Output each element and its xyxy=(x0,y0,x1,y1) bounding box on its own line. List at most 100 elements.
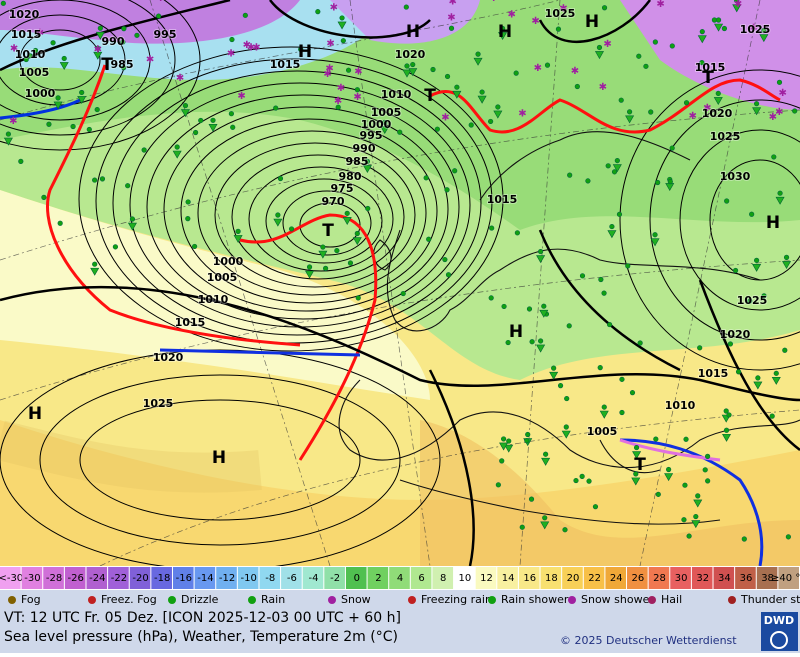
valid-time: VT: 12 UTC Fr. 05 Dez. [ICON 2025-12-03 … xyxy=(4,610,401,626)
rain-symbol xyxy=(134,32,140,38)
rain-symbol xyxy=(364,158,370,164)
rain-symbol xyxy=(442,256,448,263)
shower-symbol xyxy=(753,381,763,390)
scale-label: 24 xyxy=(610,573,623,584)
snow-symbol: ✱ xyxy=(571,66,579,77)
shower-symbol xyxy=(752,107,762,116)
weather-legend: Fog Freez. Fog Drizzle Rain Snow Freezing rai… xyxy=(8,593,800,606)
rain-symbol xyxy=(749,211,755,217)
shower-symbol xyxy=(612,164,622,173)
scale-cell xyxy=(540,567,562,589)
rain-symbol xyxy=(652,39,658,45)
rain-symbol xyxy=(753,101,760,107)
snow-symbol: ✱ xyxy=(599,82,607,93)
rain-symbol xyxy=(586,478,592,484)
legend-label: Thunder storm xyxy=(740,593,800,606)
rain-symbol xyxy=(614,157,620,164)
scale-label: -16 xyxy=(176,573,192,584)
shower-symbol xyxy=(691,520,701,529)
rain-symbol xyxy=(95,45,101,51)
shower-symbol xyxy=(362,165,372,173)
shower-symbol xyxy=(90,267,100,276)
legend-symbol xyxy=(248,596,256,604)
isobar xyxy=(299,202,361,248)
scale-cell xyxy=(324,567,345,589)
rain-symbol xyxy=(592,504,599,510)
isobar xyxy=(39,374,401,546)
rain-symbol xyxy=(182,102,189,109)
rain-symbol xyxy=(235,228,241,234)
snow-symbol: ✱ xyxy=(337,83,345,94)
snow-symbol: ✱ xyxy=(448,0,456,7)
snow-symbol: ✱ xyxy=(247,43,255,54)
legend-label: Snow shower xyxy=(581,593,654,606)
isobar-label: 1005 xyxy=(587,425,618,438)
rain-symbol xyxy=(611,169,618,175)
rain-symbol xyxy=(567,172,573,178)
rain-symbol xyxy=(468,122,474,128)
shower-symbol xyxy=(180,109,190,118)
shower-symbol xyxy=(549,371,559,380)
shower-symbol xyxy=(452,90,462,99)
rain-symbol xyxy=(771,154,777,160)
legend-symbol xyxy=(488,596,496,604)
scale-label: 6 xyxy=(418,573,424,584)
legend-label: Rain shower xyxy=(501,593,569,606)
scale-label: 4 xyxy=(397,573,403,584)
rain-symbol xyxy=(769,413,775,419)
rain-symbol xyxy=(86,126,92,133)
isobar xyxy=(0,0,201,151)
scale-cell xyxy=(648,567,670,589)
rain-symbol xyxy=(192,129,199,136)
scale-cell xyxy=(151,567,172,589)
isobar-label: 1025 xyxy=(143,397,174,410)
shower-symbol xyxy=(732,4,742,13)
scale-cell xyxy=(432,567,454,589)
rain-symbol xyxy=(609,223,615,230)
pressure-center: H xyxy=(766,213,780,233)
rain-symbol xyxy=(633,471,639,477)
shower-symbol xyxy=(408,68,418,77)
snow-symbol: ✱ xyxy=(227,49,235,60)
rain-symbol xyxy=(601,290,607,296)
shower-symbol xyxy=(625,115,635,124)
legend-symbol xyxy=(568,596,576,604)
rain-symbol xyxy=(0,0,6,6)
copyright: © 2025 Deutscher Wetterdienst xyxy=(560,634,737,647)
isobar xyxy=(282,190,372,256)
rain-symbol xyxy=(637,340,643,346)
scale-cell xyxy=(627,567,648,589)
isobar xyxy=(95,58,493,344)
rain-symbol xyxy=(141,147,147,153)
snow-symbol: ✱ xyxy=(146,55,154,66)
rain-symbol xyxy=(306,264,313,270)
snow-symbol: ✱ xyxy=(559,4,567,15)
scale-cell xyxy=(497,567,518,589)
rain-symbol xyxy=(500,436,507,442)
snow-symbol: ✱ xyxy=(156,0,164,4)
isobar-label: 1015 xyxy=(487,193,518,206)
isobar-label: 1010 xyxy=(665,399,696,412)
shower-symbol xyxy=(771,377,781,385)
logo: DWD xyxy=(764,614,794,627)
rain-symbol xyxy=(715,17,722,23)
scale-label: 12 xyxy=(480,573,493,584)
isobar-label: 995 xyxy=(360,129,383,142)
scale-cell xyxy=(129,567,151,589)
rain-symbol xyxy=(57,220,63,226)
shower-symbol xyxy=(664,473,674,482)
isobar-label: 1020 xyxy=(395,48,426,61)
isobar xyxy=(679,129,800,311)
rain-symbol xyxy=(445,272,452,278)
rain-symbol xyxy=(792,108,798,114)
shower-symbol xyxy=(697,35,707,44)
scale-label: 30 xyxy=(675,573,688,584)
rain-symbol xyxy=(61,55,67,62)
scale-cell xyxy=(216,567,237,589)
rain-symbol xyxy=(192,243,198,250)
rain-symbol xyxy=(697,345,703,351)
rain-symbol xyxy=(681,517,687,523)
isobar-label: 1025 xyxy=(737,294,768,307)
rain-symbol xyxy=(627,109,633,115)
rain-symbol xyxy=(776,79,783,85)
